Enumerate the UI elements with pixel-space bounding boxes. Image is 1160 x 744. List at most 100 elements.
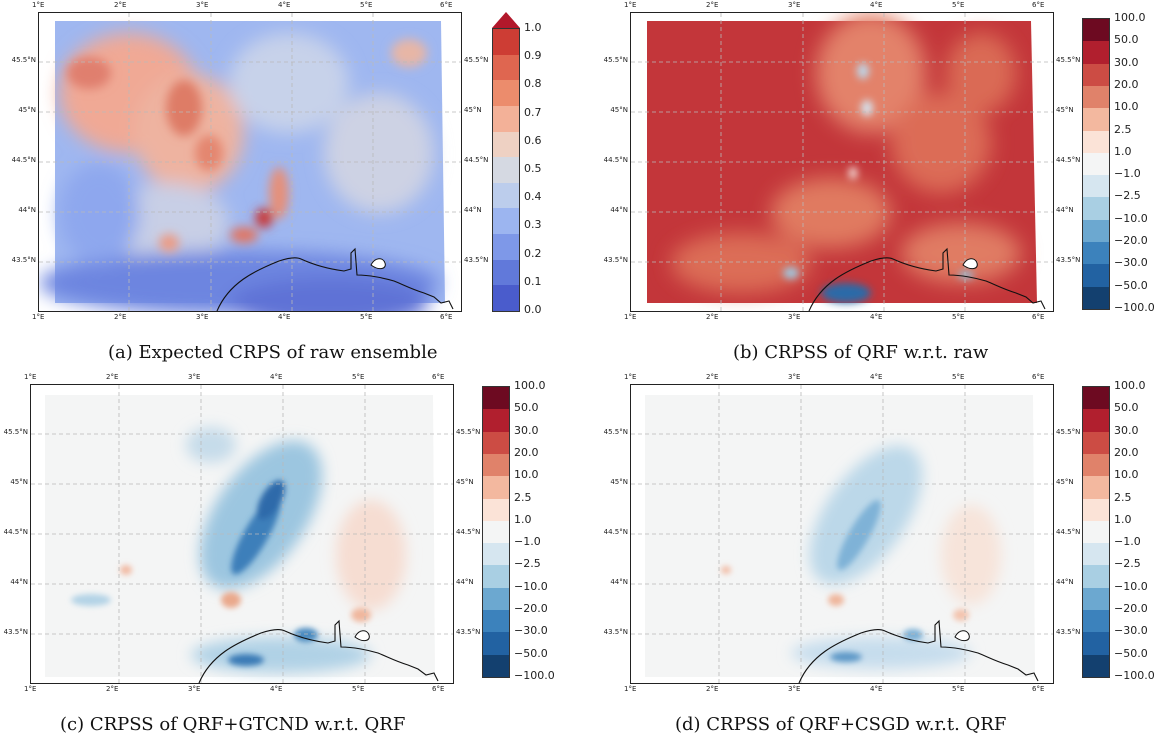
lon-label-top: 1°E xyxy=(24,373,37,381)
colorbar-tick-label: 50.0 xyxy=(1114,401,1139,415)
colorbar-tick-label: −100.0 xyxy=(1114,301,1155,314)
colorbar-segment xyxy=(483,409,509,433)
colorbar-segment xyxy=(483,610,509,633)
colorbar-segment xyxy=(1083,409,1109,433)
lon-label-top: 5°E xyxy=(952,373,965,381)
map-a-field xyxy=(39,13,461,311)
colorbar-segment xyxy=(1083,654,1109,678)
colorbar-segment xyxy=(1083,242,1109,265)
lon-label-bottom: 1°E xyxy=(624,685,637,693)
lat-label-right: 44°N xyxy=(456,578,474,586)
colorbar-tick-label: −100.0 xyxy=(514,669,555,682)
lon-label-top: 4°E xyxy=(270,373,283,381)
lon-label-top: 1°E xyxy=(624,373,637,381)
map-d xyxy=(630,384,1054,684)
colorbar-tick-label: −30.0 xyxy=(1114,256,1148,270)
lat-label-right: 45°N xyxy=(456,478,474,486)
colorbar-tick-label: −2.5 xyxy=(1114,557,1141,571)
map-d-field xyxy=(631,385,1053,683)
lon-label-bottom: 5°E xyxy=(352,685,365,693)
lat-label-right: 45°N xyxy=(1056,478,1074,486)
lat-label-right: 43.5°N xyxy=(1056,256,1081,264)
lon-label-top: 2°E xyxy=(106,373,119,381)
colorbar-segment xyxy=(483,654,509,678)
colorbar-tick-label: 50.0 xyxy=(1114,33,1139,47)
lon-label-top: 3°E xyxy=(788,373,801,381)
lat-label-right: 45°N xyxy=(1056,106,1074,114)
colorbar-tick-label: −1.0 xyxy=(1114,535,1141,549)
lat-label-left: 45°N xyxy=(610,478,628,486)
colorbar-d xyxy=(1082,386,1110,678)
lat-label-left: 45°N xyxy=(10,478,28,486)
colorbar-extend-arrow xyxy=(492,12,520,28)
lat-label-left: 45°N xyxy=(610,106,628,114)
colorbar-segment xyxy=(483,520,509,544)
lat-label-right: 43.5°N xyxy=(464,256,489,264)
lon-label-bottom: 5°E xyxy=(952,685,965,693)
colorbar-segment xyxy=(1083,41,1109,65)
colorbar-segment xyxy=(1083,130,1109,154)
lon-label-bottom: 1°E xyxy=(24,685,37,693)
lat-label-right: 44.5°N xyxy=(456,528,481,536)
lat-label-right: 45.5°N xyxy=(464,56,489,64)
lon-label-bottom: 4°E xyxy=(870,313,883,321)
colorbar-tick-label: 100.0 xyxy=(1114,379,1146,392)
colorbar-tick-label: 10.0 xyxy=(1114,468,1139,482)
lon-label-top: 3°E xyxy=(196,1,209,9)
colorbar-tick-label: 30.0 xyxy=(1114,423,1139,437)
lon-label-bottom: 3°E xyxy=(788,685,801,693)
colorbar-segment xyxy=(1083,63,1109,87)
colorbar-tick-label: 30.0 xyxy=(1114,55,1139,69)
lat-label-left: 44.5°N xyxy=(3,528,28,536)
lat-label-left: 45.5°N xyxy=(3,428,28,436)
lon-label-bottom: 2°E xyxy=(706,313,719,321)
lat-label-left: 45°N xyxy=(18,106,36,114)
lon-label-bottom: 5°E xyxy=(360,313,373,321)
colorbar-segment xyxy=(493,54,519,81)
lon-label-top: 4°E xyxy=(870,373,883,381)
colorbar-tick-label: −100.0 xyxy=(1114,669,1155,682)
colorbar-segment xyxy=(1083,152,1109,176)
colorbar-tick-label: 2.5 xyxy=(1114,122,1132,136)
colorbar-segment xyxy=(1083,476,1109,500)
colorbar-segment xyxy=(483,453,509,477)
colorbar-tick-label: −10.0 xyxy=(1114,211,1148,225)
colorbar-segment xyxy=(1083,197,1109,221)
colorbar-segment xyxy=(1083,587,1109,611)
colorbar-tick-label: 0.0 xyxy=(524,303,542,316)
lon-label-bottom: 3°E xyxy=(188,685,201,693)
colorbar-segment xyxy=(483,476,509,500)
colorbar-segment xyxy=(1083,431,1109,455)
colorbar-tick-label: 10.0 xyxy=(1114,100,1139,114)
colorbar-tick-label: 0.5 xyxy=(524,162,542,175)
lat-label-right: 45.5°N xyxy=(1056,428,1081,436)
lon-label-top: 6°E xyxy=(1032,1,1045,9)
colorbar-segment xyxy=(493,182,519,209)
lon-label-top: 2°E xyxy=(114,1,127,9)
colorbar-segment xyxy=(493,80,519,107)
lat-label-left: 44°N xyxy=(610,206,628,214)
lat-label-right: 45.5°N xyxy=(456,428,481,436)
lon-label-top: 1°E xyxy=(32,1,45,9)
colorbar-segment xyxy=(483,498,509,522)
colorbar-segment xyxy=(1083,543,1109,566)
colorbar-segment xyxy=(493,234,519,261)
lat-label-left: 44°N xyxy=(610,578,628,586)
lon-label-top: 2°E xyxy=(706,373,719,381)
lat-label-left: 43.5°N xyxy=(603,256,628,264)
map-c-field xyxy=(31,385,453,683)
colorbar-tick-label: −30.0 xyxy=(514,624,548,638)
lon-label-bottom: 4°E xyxy=(278,313,291,321)
colorbar-tick-label: −2.5 xyxy=(1114,189,1141,203)
lat-label-left: 44.5°N xyxy=(11,156,36,164)
lon-label-top: 6°E xyxy=(432,373,445,381)
colorbar-segment xyxy=(483,632,509,656)
lon-label-bottom: 3°E xyxy=(788,313,801,321)
colorbar-tick-label: −50.0 xyxy=(1114,278,1148,292)
lon-label-bottom: 6°E xyxy=(1032,685,1045,693)
colorbar-segment xyxy=(493,105,519,133)
colorbar-tick-label: 1.0 xyxy=(1114,144,1132,158)
colorbar-tick-label: 0.6 xyxy=(524,133,542,147)
colorbar-b xyxy=(1082,18,1110,310)
colorbar-segment xyxy=(1083,632,1109,656)
